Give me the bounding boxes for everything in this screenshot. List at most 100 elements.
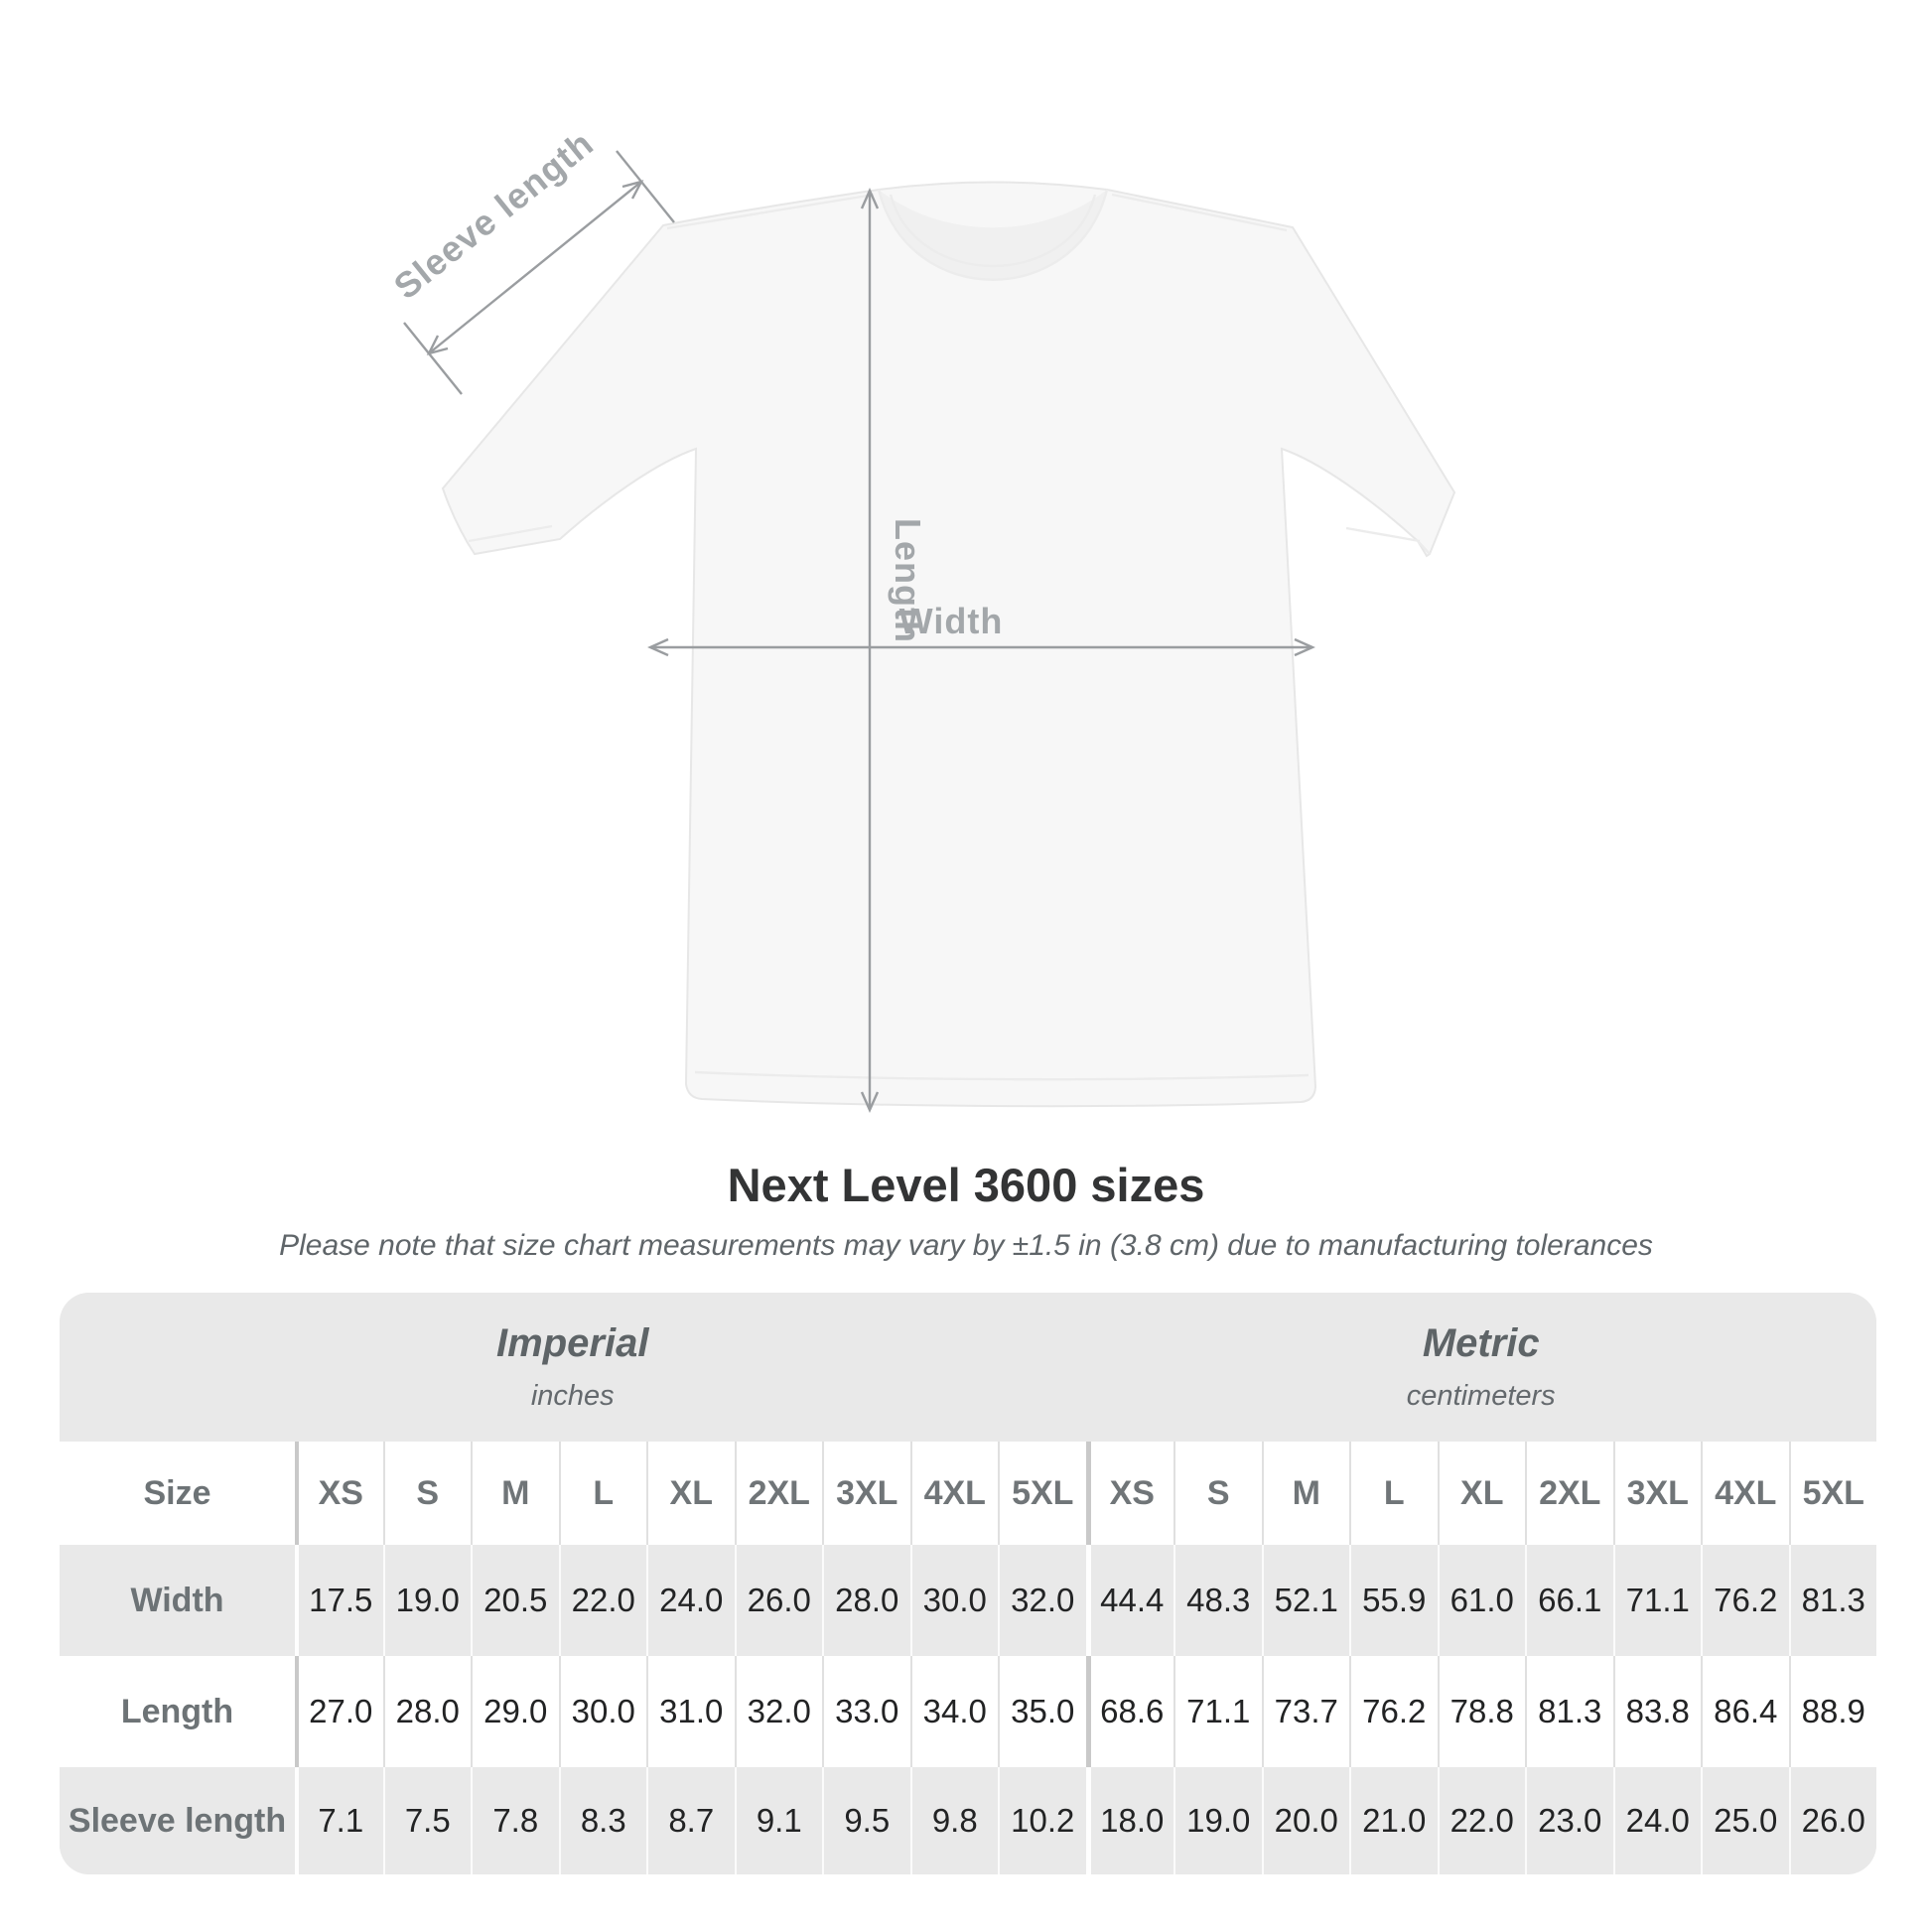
table-cell: 27.0 (295, 1656, 383, 1767)
bottom-hem-seam (694, 1070, 1310, 1081)
table-cell: 83.8 (1612, 1656, 1702, 1767)
row-label-width: Width (130, 1581, 224, 1619)
row-label-length: Length (120, 1692, 234, 1730)
table-cell: 26.0 (1788, 1767, 1877, 1874)
table-cell: 19.0 (1173, 1767, 1262, 1874)
table-cell: 44.4 (1085, 1545, 1174, 1656)
table-cell: 8.3 (558, 1767, 647, 1874)
table-cell: 78.8 (1437, 1656, 1526, 1767)
imperial-title: Imperial (496, 1321, 649, 1365)
imperial-header: Imperial inches (60, 1293, 1086, 1442)
size-header-cell: M (1261, 1442, 1350, 1545)
length-measure-arrow (860, 188, 880, 1113)
table-cell: 30.0 (558, 1656, 647, 1767)
metric-header: Metric centimeters (1086, 1293, 1877, 1442)
table-cell: 25.0 (1701, 1767, 1789, 1874)
table-cell: 34.0 (909, 1656, 999, 1767)
table-cell: 22.0 (558, 1545, 647, 1656)
table-cell: 7.1 (295, 1767, 383, 1874)
size-header-cell: 5XL (998, 1442, 1086, 1545)
table-cell: 52.1 (1261, 1545, 1350, 1656)
table-cell: 35.0 (998, 1656, 1086, 1767)
table-cell: 88.9 (1788, 1656, 1877, 1767)
table-cell: 31.0 (646, 1656, 735, 1767)
table-cell: 71.1 (1173, 1656, 1262, 1767)
table-cell: 9.1 (734, 1767, 823, 1874)
size-header-cell: S (1173, 1442, 1262, 1545)
table-cell: 10.2 (998, 1767, 1086, 1874)
table-row-width: Width 17.5 19.0 20.5 22.0 24.0 26.0 28.0… (60, 1545, 1876, 1656)
table-cell: 23.0 (1525, 1767, 1613, 1874)
table-cell: 48.3 (1173, 1545, 1262, 1656)
imperial-unit: inches (530, 1380, 615, 1412)
collar-outer-seam (877, 189, 1109, 281)
right-cuff-hem-seam (1345, 526, 1421, 543)
table-cell: 22.0 (1437, 1767, 1526, 1874)
right-shoulder-seam (1111, 193, 1288, 232)
size-header-cell: XS (295, 1442, 383, 1545)
width-label: Width (899, 601, 1004, 641)
table-cell: 9.8 (909, 1767, 999, 1874)
collar-inner-seam (889, 194, 1097, 268)
table-cell: 86.4 (1701, 1656, 1789, 1767)
page-title: Next Level 3600 sizes (727, 1159, 1205, 1211)
unit-header-row: Imperial inches Metric centimeters (60, 1293, 1876, 1442)
table-cell: 17.5 (295, 1545, 383, 1656)
table-cell: 81.3 (1525, 1656, 1613, 1767)
size-header-cell: XL (1437, 1442, 1526, 1545)
size-header-cell: 2XL (734, 1442, 823, 1545)
table-row-sleeve-length: Sleeve length 7.1 7.5 7.8 8.3 8.7 9.1 9.… (60, 1767, 1876, 1874)
table-cell: 9.5 (822, 1767, 910, 1874)
table-cell: 73.7 (1261, 1656, 1350, 1767)
size-header-row: Size XS S M L XL 2XL 3XL 4XL 5XL XS S M … (60, 1442, 1876, 1545)
table-cell: 32.0 (998, 1545, 1086, 1656)
table-cell: 68.6 (1085, 1656, 1174, 1767)
size-header-cell: L (558, 1442, 647, 1545)
left-shoulder-seam (666, 193, 875, 230)
length-label: Length (888, 518, 928, 643)
table-cell: 55.9 (1349, 1545, 1438, 1656)
width-measure-arrow (647, 637, 1315, 657)
size-header-cell: 4XL (1701, 1442, 1789, 1545)
right-cuff-seam (1417, 540, 1431, 555)
size-chart-table: Imperial inches Metric centimeters Size … (60, 1293, 1876, 1874)
tolerance-note: Please note that size chart measurements… (279, 1229, 1653, 1262)
sleeve-measure-arrow (403, 150, 675, 395)
size-header-cell: 3XL (822, 1442, 910, 1545)
table-cell: 29.0 (471, 1656, 559, 1767)
size-header-cell: 4XL (909, 1442, 999, 1545)
tshirt-diagram: Length Width Sleeve length (386, 122, 1456, 1113)
size-header-cell: XL (646, 1442, 735, 1545)
size-header-cell: M (471, 1442, 559, 1545)
table-cell: 28.0 (382, 1656, 472, 1767)
table-cell: 24.0 (646, 1545, 735, 1656)
size-header-cell: 5XL (1788, 1442, 1877, 1545)
table-cell: 8.7 (646, 1767, 735, 1874)
table-row-length: Length 27.0 28.0 29.0 30.0 31.0 32.0 33.… (60, 1656, 1876, 1767)
table-cell: 21.0 (1349, 1767, 1438, 1874)
table-cell: 7.5 (382, 1767, 472, 1874)
table-cell: 32.0 (734, 1656, 823, 1767)
size-header-cell: XS (1085, 1442, 1174, 1545)
table-cell: 20.5 (471, 1545, 559, 1656)
metric-unit: centimeters (1406, 1380, 1556, 1412)
table-cell: 76.2 (1349, 1656, 1438, 1767)
row-label-sleeve-length: Sleeve length (68, 1801, 287, 1840)
table-cell: 33.0 (822, 1656, 910, 1767)
metric-title: Metric (1422, 1321, 1540, 1365)
tshirt-body (441, 181, 1456, 1108)
sleeve-length-label: Sleeve length (386, 122, 601, 307)
table-cell: 71.1 (1612, 1545, 1702, 1656)
size-header-cell: L (1349, 1442, 1438, 1545)
table-cell: 76.2 (1701, 1545, 1789, 1656)
table-cell: 81.3 (1788, 1545, 1877, 1656)
table-cell: 26.0 (734, 1545, 823, 1656)
table-cell: 28.0 (822, 1545, 910, 1656)
table-cell: 7.8 (471, 1767, 559, 1874)
collar-opening (879, 190, 1107, 280)
table-cell: 19.0 (382, 1545, 472, 1656)
table-cell: 66.1 (1525, 1545, 1613, 1656)
table-cell: 30.0 (909, 1545, 999, 1656)
table-cell: 61.0 (1437, 1545, 1526, 1656)
table-cell: 24.0 (1612, 1767, 1702, 1874)
